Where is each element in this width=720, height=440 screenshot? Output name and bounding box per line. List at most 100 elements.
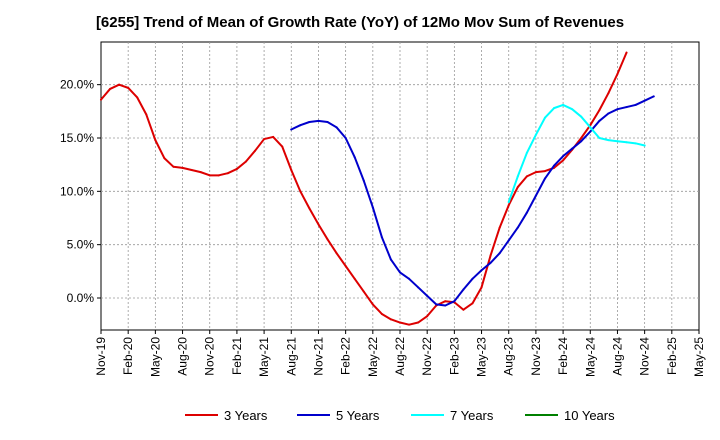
data-point <box>471 277 474 280</box>
data-point <box>498 226 501 229</box>
data-point <box>362 179 365 182</box>
data-point <box>335 252 338 255</box>
data-point <box>127 86 130 89</box>
x-tick-label: Aug-24 <box>610 337 624 376</box>
data-point <box>507 201 510 203</box>
data-point <box>580 137 583 139</box>
data-point <box>607 112 610 115</box>
data-point <box>534 194 537 197</box>
data-point <box>498 252 501 255</box>
legend-label: 5 Years <box>336 408 380 423</box>
data-point <box>643 99 646 102</box>
x-tick-label: May-24 <box>583 337 597 377</box>
data-point <box>580 140 583 143</box>
x-tick-label: Feb-23 <box>447 337 461 375</box>
data-point <box>100 98 102 101</box>
data-point <box>616 140 619 143</box>
data-point <box>480 269 483 272</box>
data-point <box>118 83 121 86</box>
data-point <box>516 175 519 178</box>
legend-label: 10 Years <box>564 408 615 423</box>
data-point <box>371 303 374 306</box>
x-tick-label: Nov-20 <box>203 337 217 376</box>
data-point <box>525 211 528 214</box>
data-point <box>598 137 601 139</box>
x-tick-label: Aug-22 <box>393 337 407 376</box>
x-tick-label: Feb-25 <box>665 337 679 375</box>
data-point <box>553 164 556 167</box>
y-tick-label: 15.0% <box>60 131 94 145</box>
x-tick-label: Nov-19 <box>94 337 108 376</box>
data-point <box>353 277 356 280</box>
data-point <box>580 115 583 118</box>
x-tick-label: Feb-22 <box>339 337 353 375</box>
data-point <box>507 204 510 207</box>
data-point <box>426 294 429 297</box>
data-point <box>553 107 556 110</box>
data-point <box>317 223 320 226</box>
data-point <box>652 95 655 98</box>
data-point <box>326 121 329 123</box>
data-point <box>598 119 601 122</box>
data-point <box>562 159 565 162</box>
data-point <box>417 321 420 324</box>
data-point <box>299 190 302 193</box>
data-point <box>408 277 411 280</box>
data-point <box>453 300 456 303</box>
x-tick-label: Feb-24 <box>556 337 570 375</box>
data-point <box>217 174 220 177</box>
data-point <box>534 133 537 136</box>
data-point <box>226 172 229 175</box>
x-tick-label: May-22 <box>366 337 380 377</box>
data-point <box>634 103 637 106</box>
data-point <box>589 126 592 129</box>
data-point <box>136 96 139 99</box>
data-point <box>399 271 401 274</box>
data-point <box>254 149 257 152</box>
data-point <box>263 138 266 141</box>
data-point <box>516 226 519 229</box>
y-tick-label: 0.0% <box>67 291 95 305</box>
data-point <box>426 315 429 318</box>
x-tick-label: May-25 <box>692 337 706 377</box>
x-tick-label: Feb-21 <box>230 337 244 375</box>
x-tick-label: Aug-20 <box>176 337 190 376</box>
y-tick-label: 20.0% <box>60 78 94 92</box>
data-point <box>326 238 329 241</box>
data-point <box>208 174 211 177</box>
legend-label: 7 Years <box>450 408 494 423</box>
data-point <box>562 103 565 106</box>
data-point <box>308 121 311 123</box>
data-point <box>380 236 383 239</box>
data-point <box>389 258 392 261</box>
data-point <box>290 169 293 171</box>
data-point <box>344 265 347 267</box>
data-point <box>389 318 392 321</box>
chart-title: [6255] Trend of Mean of Growth Rate (YoY… <box>95 14 625 31</box>
data-point <box>634 142 637 145</box>
data-point <box>462 288 465 291</box>
x-tick-label: Nov-24 <box>638 337 652 376</box>
x-tick-label: Nov-22 <box>420 337 434 376</box>
data-point <box>290 128 293 131</box>
data-point <box>145 113 148 116</box>
data-point <box>525 151 528 154</box>
data-point <box>489 254 492 257</box>
data-point <box>408 323 411 326</box>
x-tick-label: Aug-21 <box>284 337 298 376</box>
data-point <box>462 308 465 311</box>
data-point <box>625 51 628 54</box>
x-tick-label: Nov-23 <box>529 337 543 376</box>
data-point <box>489 261 492 264</box>
data-point <box>344 137 347 139</box>
data-point <box>281 145 284 148</box>
data-point <box>543 170 546 173</box>
data-point <box>190 169 193 171</box>
data-point <box>181 166 184 169</box>
x-tick-label: May-20 <box>148 337 162 377</box>
data-point <box>335 126 338 129</box>
data-point <box>471 302 474 305</box>
data-point <box>543 116 546 119</box>
data-point <box>308 207 311 210</box>
data-point <box>598 109 601 112</box>
